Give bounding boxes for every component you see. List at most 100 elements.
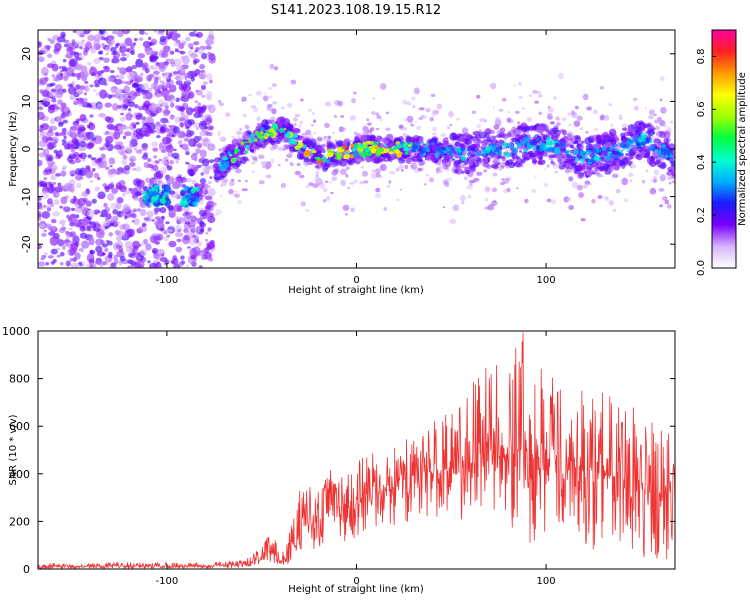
spectrogram-cell [527,151,532,155]
spectrogram-cell [102,220,111,227]
spectrogram-cell [286,102,293,108]
spectrogram-cell [47,136,53,141]
spectrogram-cell [483,169,487,173]
spectrogram-cell [315,170,320,176]
spectrogram-cell [429,117,435,122]
spectrogram-cell [89,264,94,268]
spectrogram-cell [76,77,81,81]
spectrogram-cell [548,139,555,146]
spectrogram-cell [521,107,525,110]
spectrogram-cell [91,198,97,204]
spectrogram-cell [79,167,87,177]
spectrogram-cell [46,142,54,151]
spectrogram-cell [578,172,585,178]
spectrogram-cell [531,139,537,144]
spectrogram-cell [432,109,437,114]
y-tick-label: 0 [20,146,33,153]
spectrogram-cell [119,116,126,122]
spectrogram-cell [60,196,68,205]
spectrogram-cell [100,209,108,218]
spectrogram-cell [466,184,474,190]
spectrogram-cell [113,258,119,265]
spectrogram-cell [535,125,543,133]
spectrogram-cell [608,146,614,151]
spectrogram-cell [205,91,213,99]
y-tick-label: 0 [23,563,30,576]
spectrogram-cell [554,142,559,147]
spectrogram-cell [193,58,200,64]
spectrogram-cell [136,132,144,140]
spectrogram-cell [533,142,538,146]
spectrogram-cell [53,48,59,53]
spectrogram-cell [280,182,287,188]
spectrogram-cell [640,132,647,139]
spectrogram-cell [568,137,573,141]
spectrogram-cell [74,207,83,213]
spectrogram-cell [70,262,79,268]
spectrogram-cell [449,132,458,141]
spectrogram-cell [273,66,279,71]
spectrogram-cell [129,79,134,84]
spectrogram-cell [52,136,59,144]
spectrogram-cell [153,179,159,185]
spectrogram-cell [359,134,368,143]
spectrogram-cell [56,184,65,192]
spectrogram-cell [149,262,158,268]
spectrogram-cell [584,180,591,185]
spectrogram-cell [158,158,162,162]
spectrogram-cell [120,112,125,116]
spectrogram-cell [172,126,180,134]
spectrogram-cell [236,130,242,136]
spectrogram-cell [443,150,447,154]
spectrogram-cell [328,142,334,149]
spectrogram-cell [376,115,382,120]
spectrogram-cell [310,124,314,127]
spectrogram-cell [186,107,194,116]
spectrogram-cell [270,116,276,121]
spectrogram-cell [572,158,576,161]
spectrogram-cell [131,64,138,70]
spectrogram-cell [199,177,207,184]
spectrogram-cell [579,144,584,150]
y-tick-label: 600 [9,420,30,433]
spectrogram-cell [366,118,370,122]
spectrogram-cell [218,148,223,152]
spectrogram-cell [125,53,130,58]
spectrogram-cell [277,164,281,167]
spectrogram-cell [370,173,377,179]
spectrogram-cell [383,207,387,211]
spectrogram-cell [476,171,483,176]
spectrogram-cell [175,160,179,164]
spectrogram-cell [122,104,129,109]
spectrogram-cell [241,188,246,192]
spectrogram-cell [51,63,59,72]
spectrogram-cell [39,77,48,85]
spectrogram-cell [360,165,365,169]
spectrogram-cell [272,101,278,105]
spectrogram-cell [108,157,116,165]
spectrogram-cell [585,131,589,134]
spectrogram-cell [369,140,375,145]
spectrogram-cell [219,159,225,165]
spectrogram-cell [78,137,84,142]
spectrogram-cell [196,142,203,149]
spectrogram-cell [93,135,103,145]
x-tick-label: -100 [156,576,179,587]
spectrogram-cell [153,207,161,213]
spectrogram-cell [507,110,511,114]
spectrogram-cell [516,142,522,148]
spectrogram-cell [142,185,148,191]
spectrogram-cell [215,166,219,170]
spectrogram-cell [66,214,70,219]
spectrogram-cell [339,126,347,132]
spectrogram-cell [385,127,391,132]
spectrogram-cell [89,45,97,54]
spectrogram-cell [200,256,205,261]
spectrogram-cell [180,177,187,183]
spectrogram-cell [316,145,325,151]
spectrogram-cell [69,247,77,255]
spectrogram-cell [128,90,137,100]
spectrogram-cell [62,58,67,63]
spectrogram-cell [160,117,169,124]
spectrogram-cell [192,246,201,256]
